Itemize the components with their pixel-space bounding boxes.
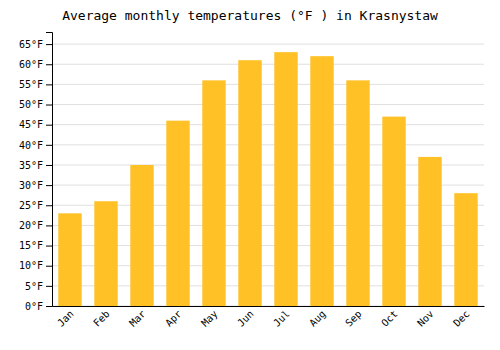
tick-label: 55°F	[19, 79, 43, 90]
tick: Jul	[271, 308, 292, 329]
tick-label: 40°F	[19, 140, 43, 151]
tick: 55°F	[19, 79, 52, 90]
tick-mark	[46, 246, 52, 247]
tick: 45°F	[19, 119, 52, 130]
tick-mark	[46, 286, 52, 287]
title: Average monthly temperatures (°F ) in Kr…	[62, 8, 438, 23]
tick-label: Oct	[379, 308, 400, 329]
tick-mark	[46, 225, 52, 226]
bar	[454, 193, 477, 306]
tick-label: 20°F	[19, 220, 43, 231]
bar	[418, 157, 441, 306]
tick-mark	[46, 125, 52, 126]
tick-label: 35°F	[19, 160, 43, 171]
axis-line	[53, 306, 485, 307]
bar	[202, 80, 225, 306]
tick: 5°F	[25, 281, 52, 292]
bar	[310, 56, 333, 306]
x-axis: Jan Feb Mar Apr May Jun Jul Aug Sep Oct Nov Dec	[53, 307, 485, 329]
tick: 30°F	[19, 180, 52, 191]
tick: Sep	[343, 308, 364, 329]
tick-label: Aug	[307, 308, 328, 329]
tick-label: 5°F	[25, 281, 43, 292]
bar	[274, 52, 297, 306]
tick-mark	[46, 64, 52, 65]
tick-mark	[46, 105, 52, 106]
tick-label: Feb	[91, 308, 112, 329]
tick-label: 15°F	[19, 240, 43, 251]
grid	[52, 44, 484, 306]
tick: Apr	[163, 308, 184, 329]
bar	[238, 60, 261, 306]
bars	[58, 52, 477, 306]
grid-line	[52, 144, 484, 145]
tick: 25°F	[19, 200, 52, 211]
tick-mark	[46, 165, 52, 166]
tick-label: Dec	[451, 308, 472, 329]
tick: 0°F	[25, 301, 52, 312]
grid-line	[52, 124, 484, 125]
tick: 10°F	[19, 260, 52, 271]
tick: 65°F	[19, 39, 52, 50]
tick-label: Apr	[163, 308, 184, 329]
tick-label: Mar	[127, 308, 148, 329]
tick: Feb	[91, 308, 112, 329]
tick-label: 45°F	[19, 119, 43, 130]
tick-label: 30°F	[19, 180, 43, 191]
chart: Average monthly temperatures (°F ) in Kr…	[0, 0, 500, 350]
tick-mark	[46, 145, 52, 146]
tick: Jan	[55, 308, 76, 329]
tick-mark	[46, 266, 52, 267]
tick: 50°F	[19, 99, 52, 110]
bar	[166, 121, 189, 306]
tick-label: 50°F	[19, 99, 43, 110]
bar	[94, 201, 117, 306]
tick-label: Jul	[271, 308, 292, 329]
tick: 60°F	[19, 59, 52, 70]
tick-mark	[46, 185, 52, 186]
grid-line	[52, 64, 484, 65]
tick: 20°F	[19, 220, 52, 231]
tick: 35°F	[19, 160, 52, 171]
grid-line	[52, 104, 484, 105]
tick-mark	[46, 205, 52, 206]
tick-label: 25°F	[19, 200, 43, 211]
bar	[382, 117, 405, 306]
tick-label: Jan	[55, 308, 76, 329]
grid-line	[52, 44, 484, 45]
tick-mark	[46, 306, 52, 307]
tick: 15°F	[19, 240, 52, 251]
tick-label: 60°F	[19, 59, 43, 70]
tick-label: May	[199, 308, 220, 329]
tick: Nov	[415, 308, 436, 329]
bar	[130, 165, 153, 306]
tick-label: 65°F	[19, 39, 43, 50]
tick: Aug	[307, 308, 328, 329]
tick: Mar	[127, 308, 148, 329]
tick: May	[199, 308, 220, 329]
bar	[346, 80, 369, 306]
tick: 40°F	[19, 140, 52, 151]
grid-line	[52, 84, 484, 85]
tick: Jun	[235, 308, 256, 329]
plot: 0°F 5°F 10°F 15°F 20°F 25°F 30°F 35°F 40°F 45°F 50…	[19, 33, 485, 329]
tick-label: 10°F	[19, 260, 43, 271]
tick: Dec	[451, 308, 472, 329]
tick-label: Nov	[415, 308, 436, 329]
y-axis: 0°F 5°F 10°F 15°F 20°F 25°F 30°F 35°F 40°F 45°F 50…	[19, 33, 53, 312]
axis-line	[46, 33, 53, 307]
tick-label: Sep	[343, 308, 364, 329]
bar	[58, 213, 81, 306]
tick-label: 0°F	[25, 301, 43, 312]
tick: Oct	[379, 308, 400, 329]
tick-mark	[46, 84, 52, 85]
tick-label: Jun	[235, 308, 256, 329]
tick-mark	[46, 44, 52, 45]
